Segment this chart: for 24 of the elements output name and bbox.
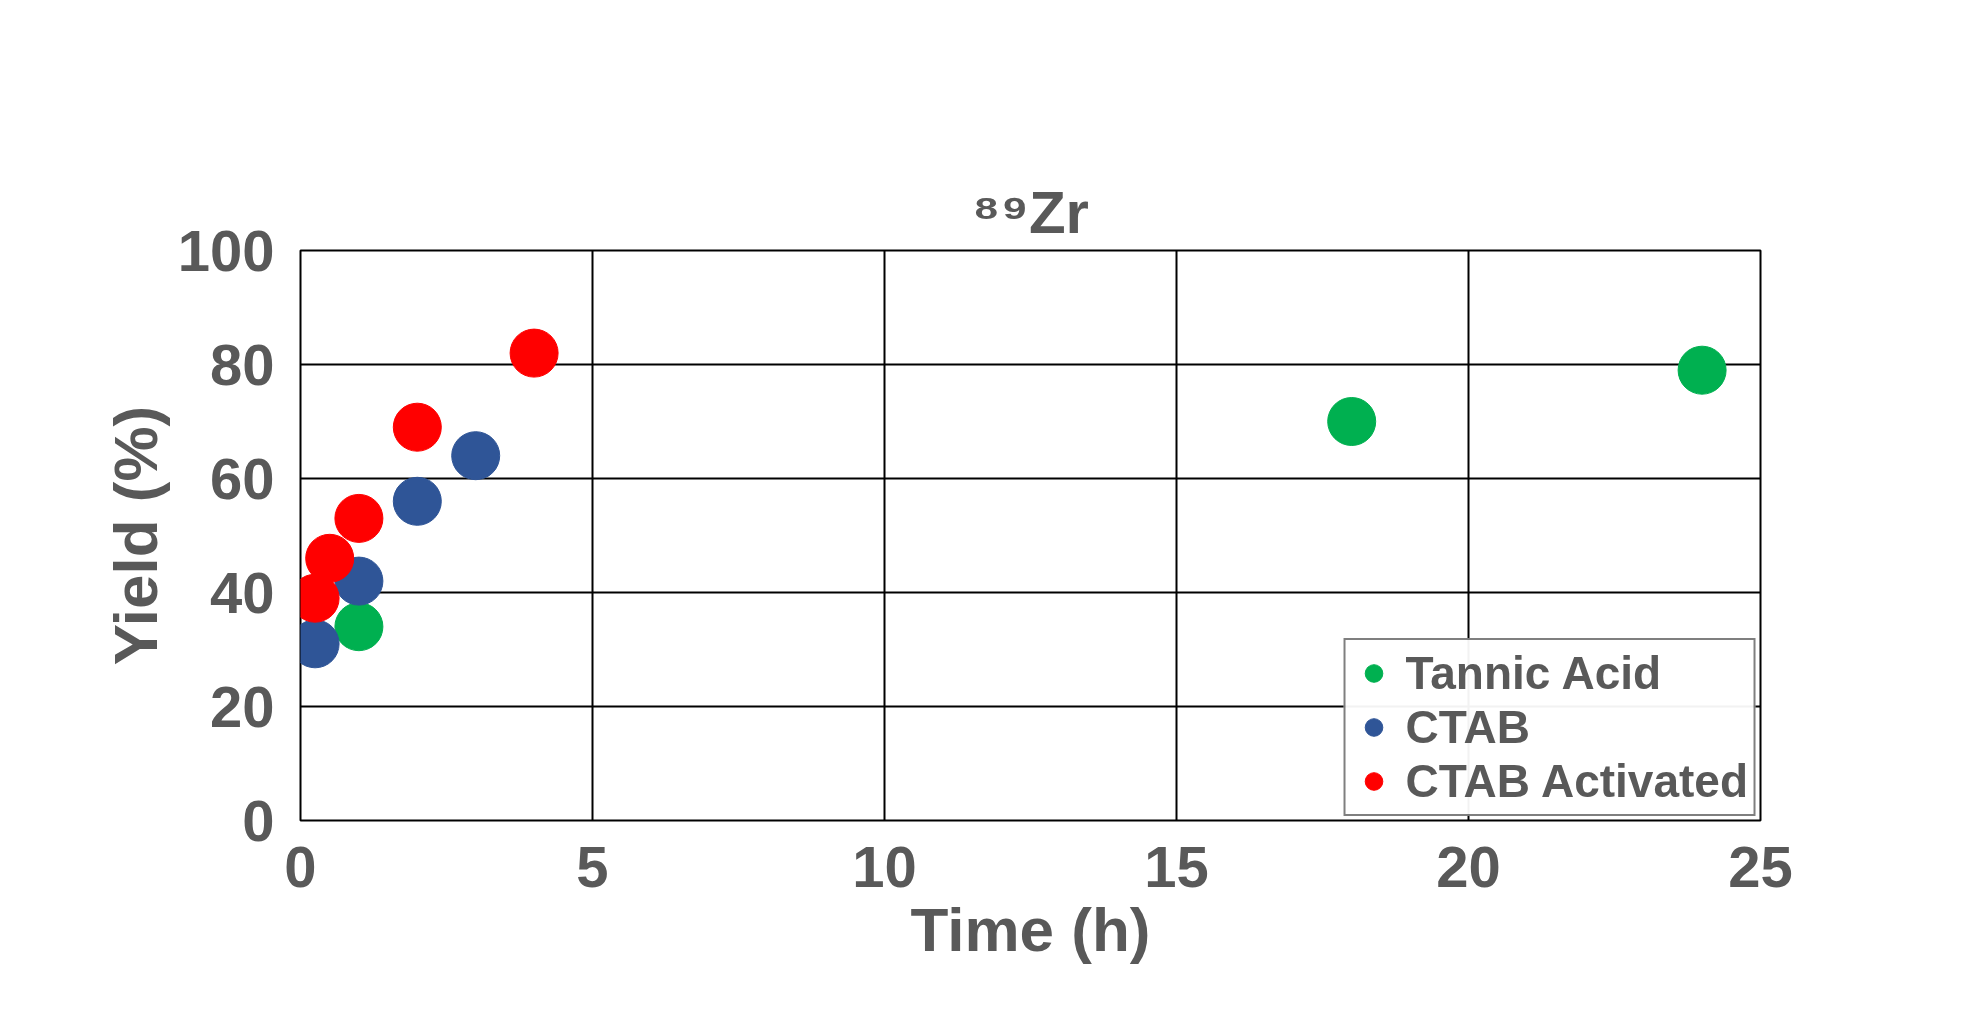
point [334, 602, 384, 652]
point [509, 328, 559, 378]
legend-label: CTAB [1405, 700, 1530, 754]
point [1327, 397, 1377, 446]
y-tick-label: 100 [177, 217, 275, 283]
chart-title: ⁸⁹Zr [972, 178, 1089, 246]
x-tick-label: 25 [1728, 833, 1793, 899]
x-tick-label: 20 [1436, 833, 1501, 899]
point [392, 402, 442, 452]
point [334, 493, 384, 543]
legend-label: Tannic Acid [1405, 646, 1662, 700]
point [1677, 345, 1727, 395]
y-tick-label: 40 [209, 559, 275, 625]
point [305, 533, 355, 583]
y-tick-label: 20 [209, 673, 275, 739]
x-tick-label: 0 [284, 833, 317, 899]
y-tick-label: 0 [242, 787, 275, 853]
y-tick-label: 80 [209, 331, 275, 397]
point [451, 431, 501, 481]
y-tick-label: 60 [209, 445, 275, 511]
legend-label: CTAB Activated [1405, 754, 1748, 808]
point [392, 476, 442, 526]
y-axis-title: Yield (%) [100, 405, 170, 666]
x-tick-label: 5 [576, 833, 609, 899]
